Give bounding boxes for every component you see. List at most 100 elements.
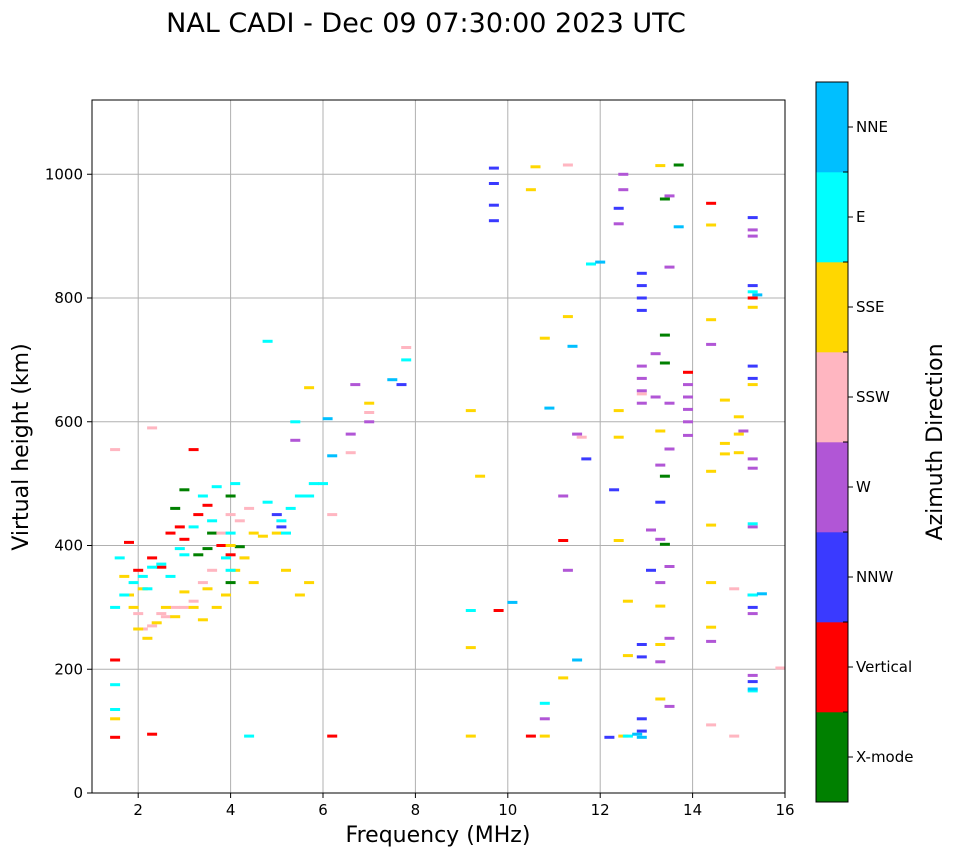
data-point-sse (465, 734, 476, 738)
data-point-vertical (147, 732, 158, 736)
colorbar-segment-nne (816, 82, 848, 173)
data-point-sse (142, 636, 153, 640)
data-point-e (290, 420, 301, 424)
data-point-e (318, 482, 328, 486)
data-point-nne (387, 378, 398, 382)
data-point-sse (221, 593, 231, 597)
data-point-w (655, 537, 666, 541)
data-point-ssw (775, 666, 786, 670)
data-point-sse (719, 398, 730, 402)
y-tick-label: 1000 (45, 165, 83, 183)
colorbar-label-nne: NNE (856, 118, 888, 136)
data-point-ssw (225, 513, 236, 517)
colorbar-segment-w (816, 442, 848, 533)
y-tick-label: 600 (54, 413, 83, 431)
colorbar-label-nnw: NNW (856, 568, 893, 586)
data-point-sse (294, 593, 305, 597)
data-point-nnw (747, 284, 758, 288)
data-point-sse (622, 654, 633, 658)
colorbar-label-ssw: SSW (856, 388, 890, 406)
data-point-w (613, 222, 624, 226)
data-point-w (636, 364, 647, 368)
data-point-vertical (216, 544, 227, 547)
data-point-w (350, 383, 361, 387)
data-point-x-mode (225, 581, 236, 585)
data-point-x-mode (179, 488, 190, 492)
data-point-nnw (646, 568, 656, 572)
data-point-w (558, 494, 569, 498)
data-point-w (572, 432, 583, 436)
data-point-x-mode (225, 494, 236, 498)
data-point-vertical (174, 525, 185, 529)
data-point-sse (225, 544, 236, 547)
data-point-sse (706, 223, 717, 227)
data-point-e (276, 519, 287, 523)
data-point-ssw (160, 615, 171, 619)
data-point-nnw (636, 729, 647, 733)
data-point-nnw (488, 203, 499, 207)
x-tick-label: 6 (318, 801, 328, 819)
data-point-ssw (327, 513, 338, 517)
data-point-w (747, 228, 758, 232)
data-point-w (650, 352, 661, 356)
data-point-ssw (156, 612, 167, 616)
data-point-ssw (729, 734, 740, 738)
data-point-vertical (706, 201, 717, 205)
data-point-ssw (188, 599, 199, 603)
colorbar-label: Azimuth Direction (923, 343, 948, 540)
data-point-nne (322, 417, 333, 421)
data-point-ssw (576, 435, 587, 439)
data-point-nnw (488, 166, 499, 170)
data-point-sse (465, 646, 476, 650)
x-axis-ticks: 2 4 6 8 10 12 14 16 (133, 793, 795, 819)
data-point-w (618, 172, 629, 176)
data-point-e (110, 708, 121, 711)
data-point-e (211, 485, 222, 489)
colorbar-label-w: W (856, 478, 871, 496)
data-point-ssw (147, 426, 158, 430)
data-point-nne (747, 687, 758, 691)
data-point-nnw (276, 525, 287, 529)
data-point-nnw (747, 364, 758, 368)
data-point-e (401, 358, 412, 362)
data-point-e (147, 565, 158, 569)
x-tick-label: 14 (683, 801, 702, 819)
data-point-nnw (636, 284, 647, 288)
data-point-nnw (747, 376, 758, 380)
x-tick-label: 16 (775, 801, 794, 819)
data-point-e (244, 734, 255, 738)
data-point-ssw (170, 605, 181, 609)
data-point-sse (211, 605, 222, 609)
data-point-sse (562, 315, 573, 319)
data-point-vertical (179, 537, 190, 541)
data-point-nne (567, 344, 578, 348)
data-point-sse (197, 618, 208, 622)
data-point-w (562, 568, 573, 572)
data-point-vertical (193, 513, 204, 517)
data-point-sse (110, 717, 121, 721)
data-point-vertical (110, 735, 121, 739)
data-point-w (706, 342, 717, 346)
data-point-nnw (271, 513, 282, 517)
data-point-w (664, 401, 675, 405)
data-point-nnw (636, 717, 647, 721)
data-point-w (747, 457, 758, 461)
data-point-e (230, 482, 241, 486)
data-point-sse (613, 435, 624, 439)
data-point-e (221, 556, 231, 560)
data-point-x-mode (234, 545, 245, 549)
data-point-ssw (345, 451, 356, 455)
data-point-w (747, 525, 758, 529)
data-point-sse (613, 539, 624, 542)
data-point-x-mode (207, 531, 218, 535)
data-point-nnw (604, 735, 615, 739)
data-point-w (364, 420, 375, 424)
data-point-e (294, 494, 305, 498)
data-point-x-mode (170, 506, 181, 510)
data-point-ssw (562, 163, 573, 167)
data-point-nnw (747, 605, 758, 609)
data-point-w (650, 395, 661, 399)
data-point-sse (248, 531, 259, 535)
y-tick-label: 800 (54, 289, 83, 307)
x-axis-label: Frequency (MHz) (346, 823, 531, 848)
